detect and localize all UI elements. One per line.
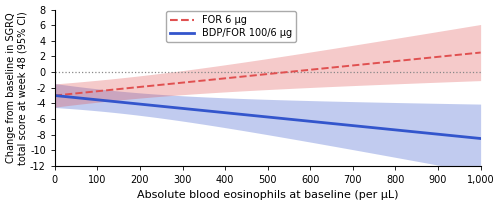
BDP/FOR 100/6 μg (224, 112, 230, 114)
Line: BDP/FOR 100/6 μg: BDP/FOR 100/6 μg (55, 96, 480, 138)
X-axis label: Absolute blood eosinophils at baseline (per μL): Absolute blood eosinophils at baseline (… (137, 190, 398, 200)
FOR 6 μg (392, 60, 398, 62)
FOR 6 μg (52, 94, 58, 97)
BDP/FOR 100/6 μg (344, 124, 350, 126)
Line: FOR 6 μg: FOR 6 μg (55, 53, 480, 96)
BDP/FOR 100/6 μg (478, 137, 484, 140)
BDP/FOR 100/6 μg (392, 129, 398, 131)
Y-axis label: Change from baseline in SGRQ
total score at week 48 (95% CI): Change from baseline in SGRQ total score… (6, 11, 27, 165)
FOR 6 μg (478, 51, 484, 54)
FOR 6 μg (344, 65, 350, 67)
BDP/FOR 100/6 μg (96, 99, 102, 101)
FOR 6 μg (96, 90, 102, 92)
FOR 6 μg (384, 61, 390, 63)
FOR 6 μg (240, 75, 246, 78)
Legend: FOR 6 μg, BDP/FOR 100/6 μg: FOR 6 μg, BDP/FOR 100/6 μg (166, 11, 296, 42)
FOR 6 μg (224, 77, 230, 79)
BDP/FOR 100/6 μg (52, 94, 58, 97)
BDP/FOR 100/6 μg (240, 113, 246, 116)
BDP/FOR 100/6 μg (384, 128, 390, 130)
